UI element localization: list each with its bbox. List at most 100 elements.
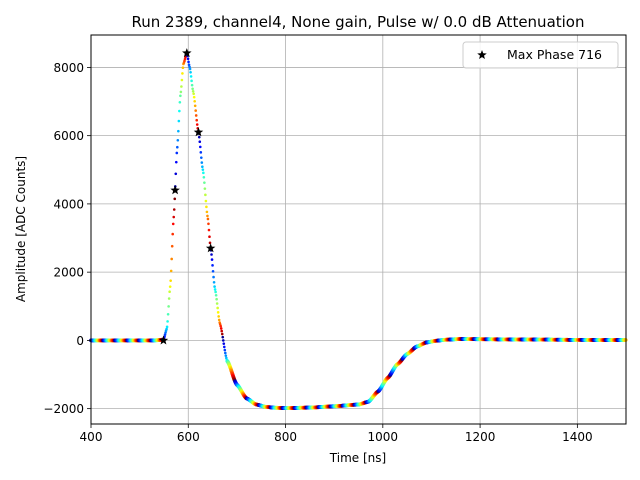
- waveform-point: [189, 75, 193, 78]
- waveform-point: [179, 90, 183, 94]
- waveform-point: [166, 312, 170, 316]
- waveform-point: [201, 168, 205, 171]
- y-tick-label: 0: [76, 334, 84, 348]
- waveform-point: [204, 199, 208, 203]
- waveform-point: [198, 140, 202, 143]
- waveform-point: [207, 228, 211, 232]
- waveform-point: [166, 320, 169, 323]
- waveform-point: [198, 145, 202, 149]
- waveform-point: [194, 109, 197, 112]
- waveform-point: [220, 329, 224, 333]
- waveform-point: [171, 232, 175, 236]
- waveform-point: [194, 114, 198, 117]
- x-tick-label: 1000: [368, 430, 399, 444]
- y-axis-ticks: −2000 0 2000 4000 6000 8000: [43, 61, 91, 416]
- x-axis-label: Time [ns]: [329, 451, 386, 465]
- waveform-point: [211, 270, 215, 273]
- waveform-point: [169, 279, 172, 282]
- max-phase-star-marker: [158, 335, 169, 345]
- waveform-point: [207, 222, 210, 226]
- waveform-point: [178, 109, 181, 113]
- y-tick-label: 6000: [53, 129, 84, 143]
- waveform-point: [208, 241, 212, 245]
- waveform-point: [200, 161, 204, 164]
- waveform-point: [177, 129, 180, 133]
- x-tick-label: 1200: [465, 430, 496, 444]
- waveform-point: [181, 72, 184, 75]
- waveform-point: [214, 290, 217, 294]
- waveform-point: [176, 138, 180, 142]
- waveform-point: [176, 145, 179, 149]
- waveform-point: [191, 87, 194, 91]
- x-tick-label: 600: [177, 430, 200, 444]
- waveform-point: [186, 57, 190, 61]
- waveform-point: [179, 94, 182, 98]
- waveform-point: [203, 181, 206, 184]
- waveform-point: [175, 151, 179, 155]
- waveform-point: [222, 345, 226, 349]
- grid-lines: [90, 35, 626, 424]
- waveform-point: [215, 302, 219, 305]
- waveform-point: [170, 244, 174, 248]
- waveform-point: [219, 327, 223, 330]
- waveform-point: [187, 63, 191, 67]
- waveform-point: [171, 222, 175, 226]
- waveform-point: [177, 119, 181, 123]
- waveform-point: [197, 135, 201, 139]
- waveform-point: [210, 253, 213, 256]
- waveform-point: [168, 285, 172, 288]
- waveform-point: [193, 104, 197, 108]
- waveform-point: [216, 311, 220, 314]
- y-tick-label: 2000: [53, 266, 84, 280]
- waveform-point: [220, 332, 224, 336]
- y-axis-label: Amplitude [ADC Counts]: [14, 156, 28, 302]
- waveform-point: [213, 288, 217, 291]
- waveform-point: [210, 258, 214, 261]
- waveform-point: [188, 65, 191, 69]
- waveform-point: [199, 151, 203, 154]
- waveform-point: [212, 281, 216, 284]
- waveform-point: [163, 333, 167, 336]
- max-phase-star-marker: [205, 243, 216, 253]
- waveform-point: [172, 215, 176, 219]
- waveform-point: [214, 293, 218, 297]
- waveform-point: [223, 348, 227, 352]
- waveform-point: [183, 59, 186, 63]
- waveform-point: [190, 83, 194, 87]
- x-tick-label: 800: [274, 430, 297, 444]
- waveform-point: [221, 335, 225, 339]
- waveform-point: [183, 57, 187, 61]
- waveform-point: [167, 305, 170, 308]
- waveform-point: [224, 351, 227, 355]
- waveform-point: [212, 275, 215, 279]
- y-tick-label: 4000: [53, 197, 84, 211]
- waveform-point: [165, 325, 169, 329]
- y-tick-label: 8000: [53, 61, 84, 75]
- legend-box: [462, 41, 619, 69]
- waveform-point: [181, 66, 185, 69]
- max-phase-markers: [158, 48, 216, 345]
- waveform-point: [165, 327, 168, 331]
- waveform-point: [168, 290, 171, 294]
- waveform-point: [202, 171, 205, 175]
- waveform-point: [188, 67, 192, 71]
- max-phase-star-marker: [193, 127, 204, 137]
- waveform-point: [205, 205, 208, 209]
- max-phase-star-marker: [170, 185, 180, 195]
- waveform-point: [204, 193, 207, 197]
- plot-area-frame: [90, 34, 627, 425]
- waveform-point: [206, 214, 209, 218]
- waveform-point: [187, 60, 190, 64]
- waveform-point: [180, 85, 183, 88]
- waveform-point: [169, 269, 173, 273]
- waveform-point: [208, 235, 211, 239]
- legend-star-icon: [477, 50, 487, 60]
- waveform-point: [203, 187, 207, 190]
- waveform-point: [195, 123, 199, 126]
- waveform-point: [216, 306, 219, 310]
- waveform-point: [219, 324, 223, 328]
- waveform-point: [217, 318, 221, 322]
- legend-label: Max Phase 716: [507, 47, 602, 62]
